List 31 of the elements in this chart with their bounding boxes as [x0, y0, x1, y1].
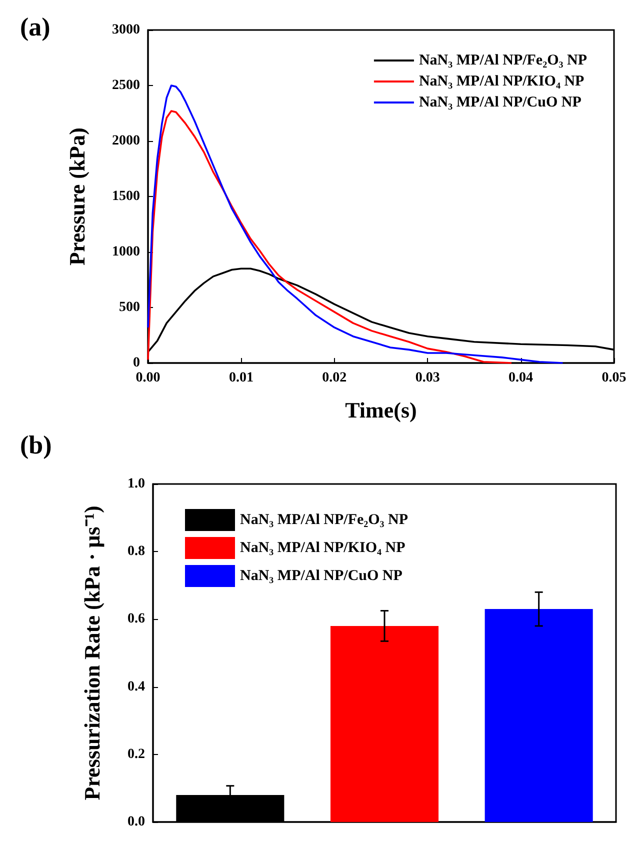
y-tick-label: 0.6: [128, 612, 145, 627]
y-axis-title: Pressure (kPa): [64, 128, 90, 266]
x-tick-label: 0.01: [228, 370, 254, 386]
text: (a): [20, 12, 50, 42]
x-tick-label: 0.02: [322, 370, 347, 386]
y-tick-label: 1.0: [128, 476, 145, 492]
x-axis-title: Time(s): [345, 398, 417, 422]
y-tick-label: 0.0: [128, 814, 145, 830]
y-axis-title: Pressurization Rate (kPa · μs⁻¹): [80, 506, 104, 800]
y-tick-label: 3000: [112, 22, 140, 38]
x-tick-label: 0.04: [508, 370, 534, 386]
line-series: [147, 110, 512, 364]
legend-label: NaN₃ MP/Al NP/Fe₂O₃ NP: [418, 52, 588, 68]
text: (b): [20, 430, 52, 460]
legend-label: NaN₃ MP/Al NP/KIO₄ NP: [418, 74, 584, 90]
x-tick-label: 0.05: [602, 370, 626, 386]
y-tick-label: 0: [133, 356, 140, 370]
legend-label: NaN₃ MP/Al NP/Fe₂O₃ NP: [240, 512, 408, 528]
y-tick-label: 0.8: [128, 544, 145, 560]
y-tick-label: 0.2: [128, 746, 145, 762]
y-tick-label: 500: [119, 300, 140, 315]
x-tick-label: 0.03: [415, 370, 440, 386]
y-tick-label: 2500: [112, 78, 140, 93]
legend-label: NaN₃ MP/Al NP/KIO₄ NP: [240, 540, 406, 556]
legend-label: NaN₃ MP/Al NP/CuO NP: [240, 568, 402, 584]
y-tick-label: 0.4: [128, 679, 145, 694]
y-tick-label: 1000: [112, 244, 140, 260]
legend-label: NaN₃ MP/Al NP/CuO NP: [418, 94, 582, 110]
y-tick-label: 1500: [112, 189, 140, 204]
x-tick-label: 0.00: [136, 370, 160, 386]
y-tick-label: 2000: [112, 134, 140, 148]
